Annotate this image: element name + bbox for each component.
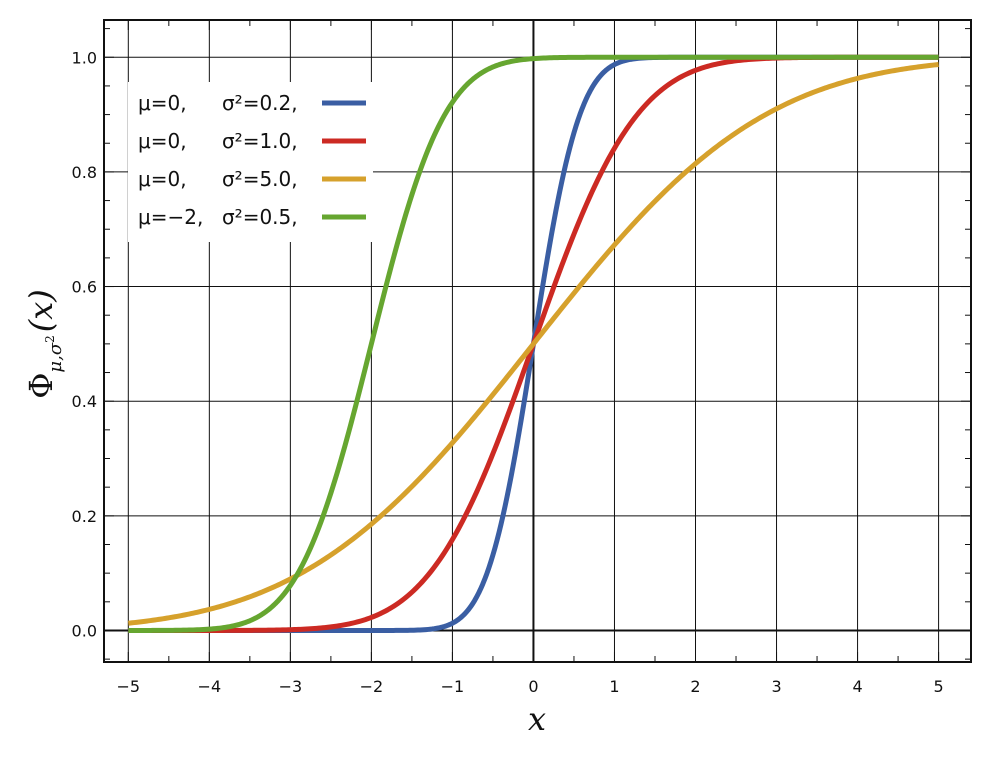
legend-entry: μ=0, σ²=0.2, bbox=[138, 91, 366, 115]
legend-sigma-label: σ²=1.0, bbox=[222, 129, 298, 153]
y-axis-label-arg: (x) bbox=[22, 289, 60, 332]
x-tick-label: 2 bbox=[690, 677, 700, 696]
x-tick-label: −1 bbox=[441, 677, 465, 696]
legend-mu-label: μ=0, bbox=[138, 91, 187, 115]
x-tick-label: 1 bbox=[609, 677, 619, 696]
y-axis-label: Φμ,σ2 (x) bbox=[22, 289, 66, 399]
y-axis-label-sup: 2 bbox=[43, 335, 57, 343]
legend-sigma-label: σ²=0.5, bbox=[222, 205, 298, 229]
x-axis-label: x bbox=[528, 700, 546, 738]
y-axis-label-main: Φ bbox=[22, 373, 60, 399]
legend: μ=0, σ²=0.2, μ=0, σ²=1.0, μ=0, σ²=5.0, μ=−2, σ²… bbox=[128, 82, 373, 242]
x-tick-label: −4 bbox=[198, 677, 222, 696]
legend-entry: μ=−2, σ²=0.5, bbox=[138, 205, 366, 229]
y-tick-label: 0.4 bbox=[72, 392, 97, 411]
legend-entry: μ=0, σ²=1.0, bbox=[138, 129, 366, 153]
y-tick-labels: 0.0 0.2 0.4 0.6 0.8 1.0 bbox=[72, 48, 97, 640]
series-lines bbox=[127, 54, 940, 633]
x-tick-label: 4 bbox=[852, 677, 862, 696]
series-line-4 bbox=[127, 54, 940, 633]
x-tick-label: 5 bbox=[933, 677, 943, 696]
x-tick-label: 0 bbox=[528, 677, 538, 696]
y-tick-label: 0.6 bbox=[72, 278, 97, 297]
x-tick-label: −3 bbox=[279, 677, 303, 696]
legend-mu-label: μ=0, bbox=[138, 167, 187, 191]
series-line-3 bbox=[127, 62, 940, 626]
x-tick-labels: −5 −4 −3 −2 −1 0 1 2 3 4 5 bbox=[117, 677, 944, 696]
legend-entry: μ=0, σ²=5.0, bbox=[138, 167, 366, 191]
x-tick-label: 3 bbox=[771, 677, 781, 696]
y-tick-label: 1.0 bbox=[72, 48, 97, 67]
legend-sigma-label: σ²=5.0, bbox=[222, 167, 298, 191]
y-tick-label: 0.2 bbox=[72, 507, 97, 526]
plot-frame bbox=[103, 19, 972, 663]
y-tick-label: 0.8 bbox=[72, 163, 97, 182]
y-tick-label: 0.0 bbox=[72, 621, 97, 640]
x-tick-label: −2 bbox=[360, 677, 384, 696]
y-axis-label-sub: μ,σ bbox=[45, 342, 66, 372]
x-tick-label: −5 bbox=[117, 677, 141, 696]
svg-text:Φμ,σ2(x): Φμ,σ2 (x) bbox=[22, 289, 66, 399]
legend-mu-label: μ=0, bbox=[138, 129, 187, 153]
legend-mu-label: μ=−2, bbox=[138, 205, 203, 229]
legend-sigma-label: σ²=0.2, bbox=[222, 91, 298, 115]
